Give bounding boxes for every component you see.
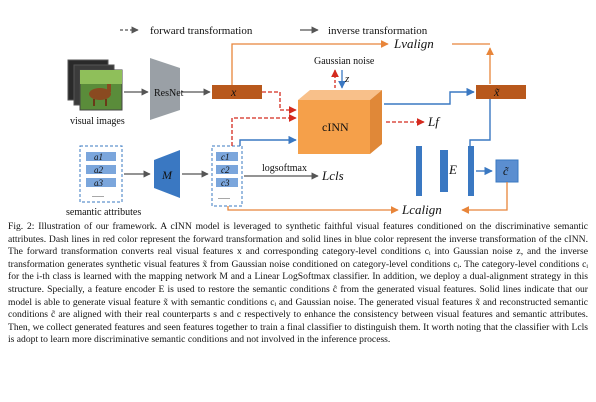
c-tilde-label: c̃ <box>503 164 509 178</box>
cinn-side-face <box>370 90 382 154</box>
cond-bar-1 <box>216 152 238 161</box>
attr-bar-3 <box>86 178 116 187</box>
xtilde-to-e-arrow <box>469 99 491 150</box>
resnet-block <box>150 58 180 120</box>
loss-cls: Lcls <box>321 168 344 183</box>
cinn-block <box>298 90 382 154</box>
encoder-e-bar-mid <box>440 150 448 192</box>
cond-1-label: c1 <box>221 152 230 162</box>
x-tilde-feature-bar <box>476 85 526 99</box>
attr-more: ...... <box>92 190 104 199</box>
cond-2-label: c2 <box>221 165 230 175</box>
cond-to-cinn-inverse-arrow <box>239 135 297 146</box>
cond-bar-3 <box>216 178 238 187</box>
attr-1-label: a1 <box>94 152 103 162</box>
x-tilde-label: x̃ <box>493 85 500 99</box>
cinn-top-face <box>298 90 382 100</box>
x-to-valign-line <box>231 40 389 85</box>
figure-caption: Fig. 2: Illustration of our framework. A… <box>8 221 588 346</box>
attr-2-label: a2 <box>94 165 104 175</box>
m-label: M <box>161 168 173 182</box>
attr-3-label: a3 <box>94 178 104 188</box>
resnet-label: ResNet <box>154 88 184 99</box>
loss-calign: Lcalign <box>401 202 442 217</box>
encoder-e-bar-left <box>416 146 422 196</box>
image-front-sky <box>80 70 122 84</box>
legend-inverse-label: inverse transformation <box>328 25 428 37</box>
e-label: E <box>448 162 457 177</box>
cond-to-cinn-forward-arrow <box>231 114 297 146</box>
visual-images-label: visual images <box>70 116 125 127</box>
x-feature-bar <box>212 85 262 99</box>
semantic-attributes-label: semantic attributes <box>66 207 141 218</box>
cinn-label: cINN <box>322 120 349 134</box>
encoder-e-block <box>416 146 474 196</box>
cond-3-label: c3 <box>221 178 230 188</box>
framework-diagram: forward transformation inverse transform… <box>66 25 526 218</box>
attr-bar-1 <box>86 152 116 161</box>
visual-images-stack <box>67 59 123 111</box>
mapping-m-block <box>154 150 180 198</box>
loss-valign: Lvalign <box>393 36 434 51</box>
legend-forward-label: forward transformation <box>150 25 253 37</box>
attr-bar-2 <box>86 165 116 174</box>
semantic-attributes-box <box>79 145 123 203</box>
x-to-cinn-forward-arrow <box>262 91 297 114</box>
cinn-to-xtilde-inverse-arrow <box>384 87 475 105</box>
z-label: z <box>344 73 350 85</box>
encoder-e-bar-right <box>468 146 474 196</box>
horse-neck <box>107 84 111 92</box>
gaussian-noise-label: Gaussian noise <box>314 56 375 67</box>
logsoftmax-label: logsoftmax <box>262 163 307 174</box>
horse-icon <box>89 88 111 100</box>
ctilde-to-calign-line <box>461 182 508 214</box>
cond-bar-2 <box>216 165 238 174</box>
legend: forward transformation inverse transform… <box>120 25 428 37</box>
loss-f: Lf <box>427 114 441 129</box>
cinn-front-face <box>298 100 370 154</box>
cond-more: ...... <box>218 192 230 201</box>
x-label: x <box>230 85 237 99</box>
cond-to-calign-line <box>227 206 399 214</box>
conditions-box <box>211 145 243 207</box>
